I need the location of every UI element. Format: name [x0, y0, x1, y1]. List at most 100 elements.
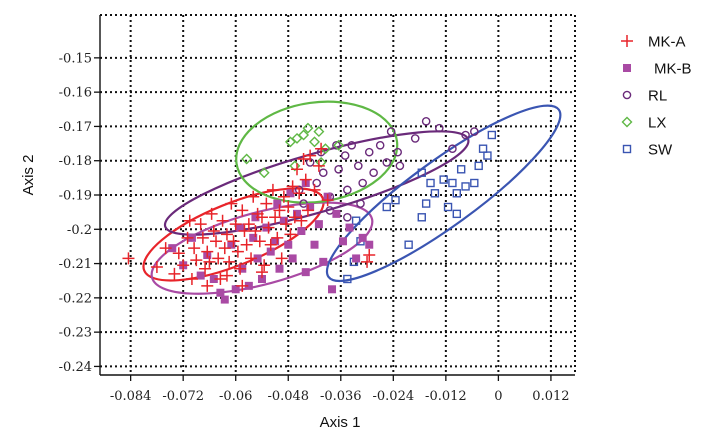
point-lx	[313, 126, 325, 138]
y-tick-label: -0.18	[59, 154, 92, 169]
point-mk-a	[264, 238, 277, 251]
y-tick-label: -0.15	[59, 51, 92, 66]
y-tick-label: -0.21	[59, 257, 92, 272]
point-lx	[333, 139, 345, 151]
point-mk-a	[297, 153, 310, 165]
x-tick-label: -0.036	[320, 389, 362, 404]
point-mk-b	[328, 285, 337, 294]
point-rl	[410, 134, 420, 143]
point-sw	[474, 161, 483, 171]
point-lx	[309, 136, 321, 148]
point-mk-a	[249, 225, 262, 237]
x-tick-label: -0.084	[110, 389, 152, 404]
point-rl	[448, 144, 457, 154]
legend-label-mk-a: MK-A	[648, 34, 686, 51]
point-mk-b	[244, 281, 253, 290]
point-mk-a	[210, 235, 223, 248]
y-tick-label: -0.23	[59, 326, 92, 341]
point-mk-a	[229, 218, 242, 231]
point-rl	[461, 130, 470, 140]
y-axis-label: Axis 2	[20, 155, 37, 196]
point-sw	[343, 274, 352, 284]
point-mk-a	[312, 159, 325, 172]
point-rl	[434, 123, 444, 133]
point-rl	[421, 116, 431, 126]
point-mk-a	[291, 163, 304, 176]
point-rl	[375, 140, 385, 150]
points	[122, 116, 497, 304]
ellipse-lx	[235, 100, 399, 204]
x-tick-label: -0.024	[373, 389, 415, 404]
point-rl	[343, 212, 352, 222]
point-mk-b	[297, 227, 306, 235]
point-mk-b	[257, 275, 266, 283]
point-sw	[443, 202, 453, 212]
point-rl	[393, 147, 402, 157]
point-rl	[358, 178, 367, 188]
point-mk-a	[284, 228, 297, 241]
point-mk-a	[234, 262, 247, 275]
point-sw	[461, 182, 470, 191]
y-tick-label: -0.16	[59, 86, 92, 101]
point-mk-a	[212, 252, 225, 265]
point-sw	[382, 202, 391, 212]
point-mk-a	[269, 211, 282, 224]
point-mk-a	[194, 218, 207, 231]
point-mk-a	[216, 214, 229, 227]
point-mk-a	[308, 183, 321, 196]
point-mk-a	[273, 204, 286, 217]
x-tick-label: -0.06	[219, 389, 252, 404]
point-lx	[289, 160, 301, 172]
point-lx	[298, 129, 310, 141]
legend-marker-lx	[621, 116, 633, 128]
point-lx	[302, 122, 314, 134]
point-mk-a	[190, 254, 203, 267]
point-rl	[334, 164, 343, 174]
point-mk-b	[275, 264, 284, 273]
point-mk-a	[150, 261, 163, 273]
point-mk-a	[280, 218, 293, 231]
point-mk-b	[231, 285, 240, 294]
point-mk-a	[201, 279, 214, 292]
point-mk-a	[196, 231, 209, 244]
point-mk-a	[231, 245, 244, 258]
point-lx	[284, 136, 296, 148]
point-lx	[258, 167, 270, 179]
point-mk-a	[225, 197, 238, 210]
ellipses	[142, 100, 562, 295]
point-mk-a	[185, 273, 198, 285]
point-mk-a	[199, 262, 212, 275]
point-mk-a	[188, 242, 201, 255]
point-mk-a	[214, 273, 227, 285]
point-mk-a	[260, 197, 273, 210]
point-mk-b	[266, 247, 275, 256]
point-mk-b	[284, 240, 293, 249]
point-mk-a	[253, 235, 266, 248]
point-mk-a	[275, 252, 288, 265]
point-rl	[395, 161, 405, 171]
point-rl	[382, 158, 392, 167]
point-sw	[483, 151, 492, 160]
point-lx	[319, 143, 331, 155]
point-sw	[487, 130, 497, 140]
point-sw	[421, 199, 431, 208]
point-mk-b	[168, 244, 177, 253]
point-mk-a	[299, 173, 312, 186]
point-mk-a	[220, 269, 233, 282]
point-mk-a	[288, 211, 301, 224]
point-mk-b	[306, 203, 315, 211]
point-sw	[430, 189, 440, 198]
point-mk-b	[358, 233, 367, 242]
legend-label-sw: SW	[648, 142, 673, 159]
point-mk-a	[227, 235, 240, 248]
point-sw	[351, 216, 361, 225]
point-rl	[353, 161, 363, 171]
point-sw	[470, 178, 479, 188]
x-tick-label: -0.012	[425, 389, 467, 404]
point-rl	[340, 151, 350, 160]
point-mk-a	[205, 207, 218, 220]
point-mk-a	[242, 218, 255, 231]
x-tick-label: 0	[494, 389, 502, 404]
y-tick-label: -0.2	[67, 223, 92, 238]
